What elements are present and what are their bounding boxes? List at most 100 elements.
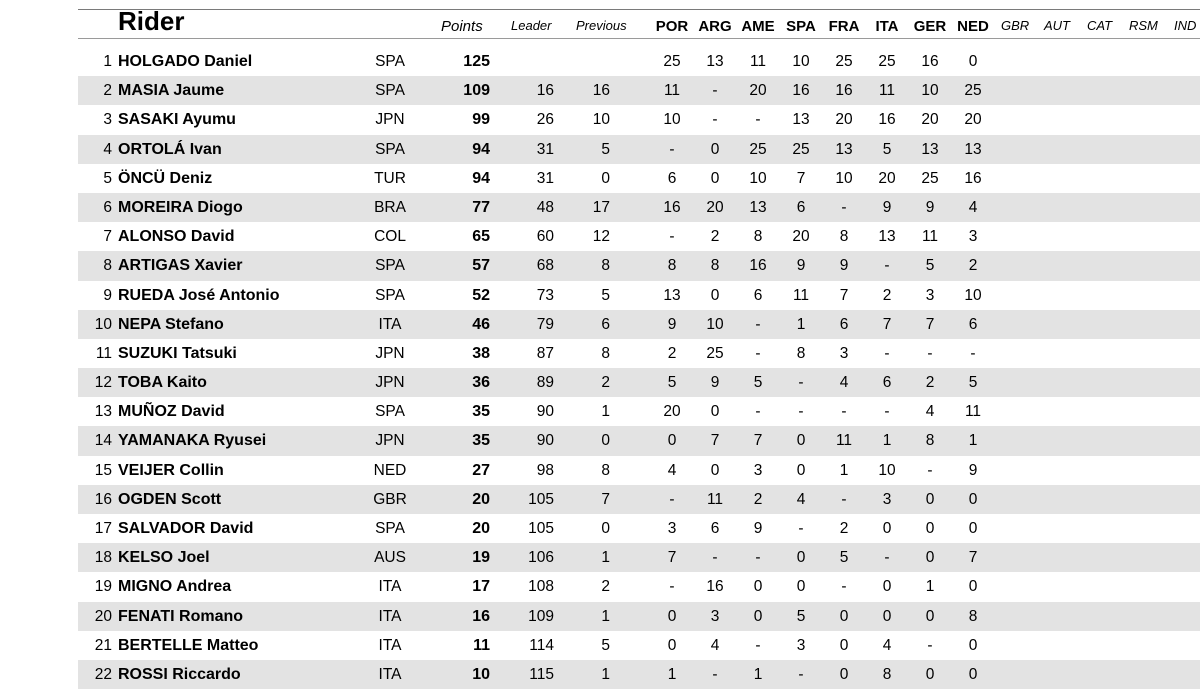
race-result-arg: 2 <box>710 228 720 246</box>
race-result-fra: 16 <box>835 82 853 100</box>
rider-nationality: SPA <box>375 403 405 421</box>
race-result-ame: - <box>755 111 761 129</box>
rider-position: 9 <box>103 286 112 304</box>
gap-to-previous: 5 <box>601 286 610 304</box>
rider-nationality: SPA <box>375 286 405 304</box>
rider-points: 20 <box>472 520 490 537</box>
gap-to-previous: 1 <box>601 665 610 683</box>
gap-to-leader: 26 <box>536 111 554 129</box>
rider-nationality: AUS <box>374 549 406 567</box>
gap-to-previous: 1 <box>601 607 610 625</box>
race-result-ita: 2 <box>882 286 892 304</box>
rider-name: KELSO Joel <box>118 549 210 567</box>
gap-to-previous: 5 <box>601 636 610 654</box>
race-result-fra: 1 <box>839 461 849 479</box>
rider-name: VEIJER Collin <box>118 461 224 479</box>
gap-to-leader: 87 <box>536 344 554 362</box>
rider-name: SASAKI Ayumu <box>118 111 236 129</box>
rider-points: 65 <box>472 228 490 246</box>
rider-column-header: Rider <box>118 6 185 36</box>
race-result-ger: 0 <box>925 490 935 508</box>
rider-name: TOBA Kaito <box>118 374 207 392</box>
rider-points: 11 <box>473 636 490 654</box>
rider-position: 19 <box>94 578 112 596</box>
race-result-por: 6 <box>667 169 677 187</box>
race-result-por: 10 <box>663 111 681 129</box>
race-result-ita: 8 <box>882 665 892 683</box>
race-result-spa: 6 <box>796 198 806 216</box>
race-result-ame: - <box>755 636 761 654</box>
table-row: 8 ARTIGAS Xavier SPA 57 68 8 8 8 16 9 9 - 5 2 <box>78 251 1200 281</box>
race-result-por: - <box>669 490 675 508</box>
race-result-ita: 5 <box>882 140 892 158</box>
rider-points: 27 <box>472 461 490 479</box>
gap-to-previous: 2 <box>601 374 610 392</box>
rider-points: 19 <box>472 549 490 567</box>
rider-points: 94 <box>472 169 490 187</box>
race-result-ned: 4 <box>968 198 978 216</box>
race-result-ame: 3 <box>753 461 763 479</box>
race-result-spa: 11 <box>792 286 810 304</box>
race-result-ned: 0 <box>968 665 978 683</box>
race-result-spa: 13 <box>792 111 810 129</box>
race-result-arg: 10 <box>706 315 724 333</box>
race-result-ita: 9 <box>882 198 892 216</box>
rider-nationality: GBR <box>373 490 407 508</box>
rider-nationality: ITA <box>378 607 402 625</box>
table-row: 11 SUZUKI Tatsuki JPN 38 87 8 2 25 - 8 3 - - - <box>78 339 1200 368</box>
rider-points: 16 <box>472 607 490 625</box>
table-row: 3 SASAKI Ayumu JPN 99 26 10 10 - - 13 20 16 20 20 <box>78 105 1200 134</box>
race-header-ger: GER <box>913 18 947 35</box>
gap-to-previous: 8 <box>601 344 610 362</box>
gap-to-previous: 8 <box>601 257 610 275</box>
rider-nationality: JPN <box>375 344 405 362</box>
table-row: 10 NEPA Stefano ITA 46 79 6 9 10 - 1 6 7 7 6 <box>78 309 1200 339</box>
gap-to-leader: 89 <box>536 374 554 392</box>
race-result-ita: 7 <box>882 315 892 333</box>
table-row: 5 ÖNCÜ Deniz TUR 94 31 0 6 0 10 7 10 20 25 16 <box>78 164 1200 193</box>
table-row: 18 KELSO Joel AUS 19 106 1 7 - - 0 5 - 0 7 <box>78 543 1200 573</box>
race-result-ita: 0 <box>882 607 892 625</box>
race-header-ame: AME <box>741 18 775 35</box>
race-result-ame: 13 <box>749 198 767 216</box>
rider-name: ARTIGAS Xavier <box>118 257 243 275</box>
table-row: 15 VEIJER Collin NED 27 98 8 4 0 3 0 1 10 - 9 <box>78 456 1200 485</box>
race-result-fra: 6 <box>839 315 849 333</box>
race-result-spa: 0 <box>796 549 806 567</box>
rider-name: ÖNCÜ Deniz <box>118 169 213 187</box>
race-result-ita: 4 <box>882 636 892 654</box>
race-result-ame: 20 <box>749 82 767 100</box>
race-result-ned: 7 <box>968 549 978 567</box>
rider-name: HOLGADO Daniel <box>118 53 253 70</box>
gap-to-leader: 108 <box>528 578 554 596</box>
race-result-ame: - <box>755 403 761 421</box>
rider-points: 35 <box>472 432 490 450</box>
race-result-ita: - <box>884 549 890 567</box>
rider-nationality: ITA <box>378 578 402 596</box>
rider-name: MOREIRA Diogo <box>118 198 243 216</box>
table-row: 9 RUEDA José Antonio SPA 52 73 5 13 0 6 11 7 2 3 10 <box>78 281 1200 310</box>
rider-nationality: SPA <box>375 520 405 537</box>
rider-position: 14 <box>94 432 112 450</box>
gap-to-previous: 1 <box>601 549 610 567</box>
race-result-por: 7 <box>667 549 677 567</box>
race-result-ned: 16 <box>964 169 982 187</box>
race-result-arg: 16 <box>706 578 724 596</box>
race-result-por: 5 <box>667 374 677 392</box>
race-result-spa: - <box>798 403 804 421</box>
rider-nationality: SPA <box>375 257 405 275</box>
rider-points: 94 <box>472 140 490 158</box>
race-header-spa: SPA <box>786 18 816 35</box>
race-result-arg: 6 <box>710 520 720 537</box>
race-result-ita: 0 <box>882 520 892 537</box>
race-result-ned: 13 <box>964 140 982 158</box>
gap-to-leader: 60 <box>536 228 554 246</box>
race-result-ita: 3 <box>882 490 892 508</box>
race-result-ame: - <box>755 549 761 567</box>
race-result-spa: - <box>798 520 804 537</box>
rider-position: 17 <box>94 520 112 537</box>
gap-to-previous: 0 <box>601 520 610 537</box>
race-result-spa: 1 <box>796 315 806 333</box>
gap-to-previous: 1 <box>601 403 610 421</box>
rider-position: 2 <box>103 82 112 100</box>
